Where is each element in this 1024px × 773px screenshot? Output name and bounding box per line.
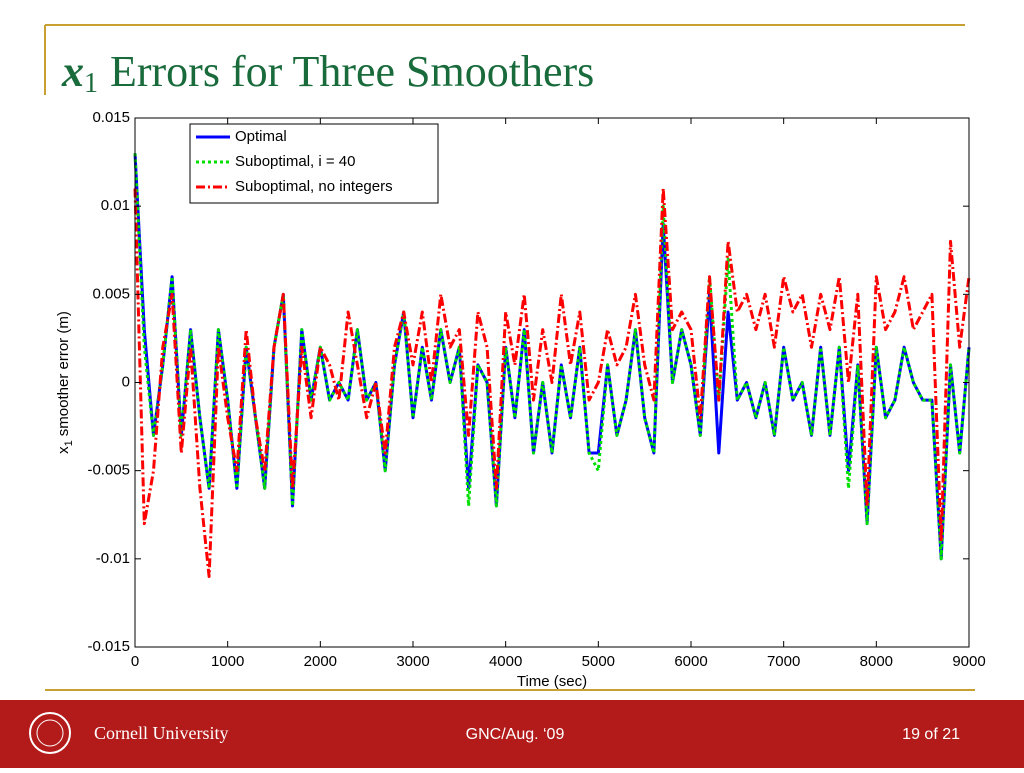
x-tick-label: 5000 [582, 653, 615, 670]
y-tick-label: -0.01 [96, 550, 130, 567]
page-number: 19 of 21 [902, 726, 960, 743]
legend-label: Suboptimal, i = 40 [235, 153, 356, 170]
x-tick-label: 9000 [952, 653, 985, 670]
legend-label: Optimal [235, 128, 287, 145]
legend-box [189, 123, 439, 204]
y-tick-label: -0.015 [87, 638, 130, 655]
x-tick-label: 1000 [211, 653, 244, 670]
title-var: x [61, 47, 84, 96]
y-tick-label: 0.015 [92, 109, 130, 126]
x-tick-label: 6000 [674, 653, 707, 670]
y-label-sub: 1 [63, 440, 75, 446]
x-tick-label: 3000 [396, 653, 429, 670]
series-line [133, 187, 971, 578]
legend-label: Suboptimal, no integers [235, 178, 393, 195]
y-tick-label: 0.005 [92, 285, 130, 302]
y-label-text: smoother error (m) [55, 311, 72, 436]
title-text: Errors for Three Smoothers [110, 47, 594, 96]
y-axis-label: x1 smoother error (m) [55, 311, 75, 454]
x-tick-label: 2000 [304, 653, 337, 670]
y-tick-label: 0.01 [101, 197, 130, 214]
logo [29, 712, 71, 754]
x-axis-label: Time (sec) [517, 673, 587, 690]
y-tick-label: 0 [122, 373, 130, 390]
x-tick-label: 4000 [489, 653, 522, 670]
x-tick-label: 8000 [860, 653, 893, 670]
footer-bar [0, 700, 1024, 768]
logo-inner [36, 719, 64, 747]
x-tick-label: 0 [131, 653, 139, 670]
title-sub: 1 [84, 68, 98, 99]
y-label-var: x [55, 446, 72, 454]
y-tick-label: -0.005 [87, 462, 130, 479]
x-tick-label: 7000 [767, 653, 800, 670]
event: GNC/Aug. ‘09 [466, 726, 565, 743]
slide-title: x1 Errors for Three Smoothers [61, 47, 594, 99]
institution: Cornell University [94, 723, 228, 743]
